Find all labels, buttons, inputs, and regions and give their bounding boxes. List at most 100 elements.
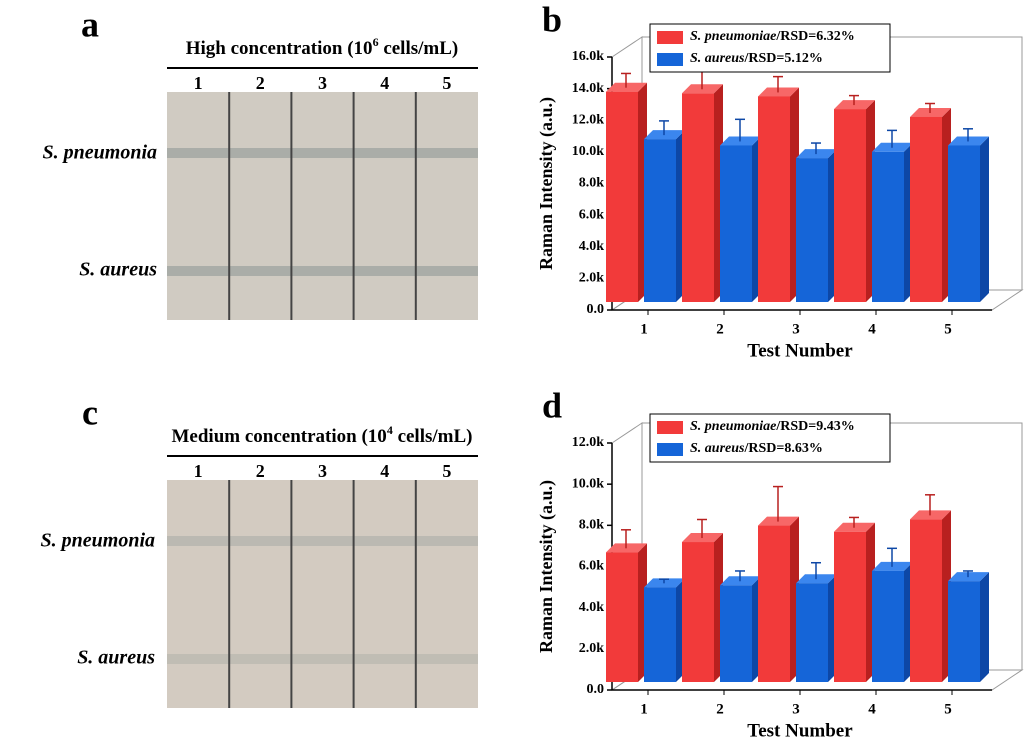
x-tick-label: 3: [792, 321, 800, 337]
legend-rsd: /RSD=6.32%: [775, 29, 854, 44]
bar: [910, 519, 942, 682]
y-tick-label: 0.0: [587, 682, 605, 697]
x-tick-label: 4: [868, 321, 876, 337]
bar: [682, 542, 714, 682]
title-part: cells/mL): [393, 426, 473, 447]
y-tick-label: 8.0k: [579, 176, 605, 191]
legend-name: S. aureus: [690, 441, 745, 456]
x-axis-title: Test Number: [747, 720, 853, 741]
legend-rsd: /RSD=8.63%: [743, 441, 822, 456]
y-tick-label: 4.0k: [579, 239, 605, 254]
panel-title: Medium concentration (104 cells/mL): [172, 423, 473, 448]
x-tick-label: 5: [944, 701, 952, 717]
bar: [682, 93, 714, 303]
row-label: S. aureus: [77, 647, 155, 669]
lane-label: 5: [442, 461, 451, 481]
x-tick-label: 1: [640, 321, 648, 337]
bar: [606, 552, 638, 682]
x-tick-label: 3: [792, 701, 800, 717]
y-tick-label: 6.0k: [579, 207, 605, 222]
legend-swatch: [657, 31, 683, 44]
bar: [948, 581, 980, 682]
lane-label: 3: [318, 461, 327, 481]
bar: [948, 145, 980, 302]
y-tick-label: 10.0k: [572, 144, 605, 159]
bar: [796, 158, 828, 302]
title-part: High concentration (10: [186, 38, 373, 59]
bar-side: [980, 136, 989, 302]
y-tick-label: 10.0k: [572, 476, 605, 491]
legend-name: S. pneumoniae: [690, 29, 776, 44]
legend-rsd: /RSD=9.43%: [775, 419, 854, 434]
y-axis-title: Raman Intensity (a.u.): [536, 97, 557, 270]
legend-label: S. aureus/RSD=5.12%: [690, 51, 823, 66]
legend-box: [649, 23, 891, 73]
bar: [758, 525, 790, 682]
y-tick-label: 8.0k: [579, 518, 605, 533]
legend-label: S. aureus/RSD=8.63%: [690, 441, 823, 456]
x-tick-label: 2: [716, 701, 724, 717]
bar: [796, 583, 828, 682]
bar: [644, 139, 676, 302]
legend-label: S. pneumoniae/RSD=9.43%: [690, 419, 855, 434]
lane-label: 2: [256, 461, 265, 481]
lane-label: 3: [318, 73, 327, 93]
y-tick-label: 0.0: [587, 302, 605, 317]
panel-letter: d: [542, 385, 562, 425]
superscript: 4: [387, 423, 393, 437]
y-tick-label: 16.0k: [572, 49, 605, 64]
test-band: [167, 654, 478, 664]
x-axis-title: Test Number: [747, 340, 853, 361]
x-tick-label: 5: [944, 321, 952, 337]
test-band: [167, 266, 478, 276]
lane-label: 1: [194, 461, 203, 481]
bar: [720, 585, 752, 682]
legend-swatch: [657, 421, 683, 434]
y-tick-label: 6.0k: [579, 559, 605, 574]
y-tick-label: 2.0k: [579, 271, 605, 286]
legend-swatch: [657, 53, 683, 66]
bar: [872, 570, 904, 682]
bar: [910, 116, 942, 303]
panel-title: High concentration (106 cells/mL): [186, 35, 459, 60]
bar: [644, 587, 676, 682]
x-tick-label: 2: [716, 321, 724, 337]
legend-label: S. pneumoniae/RSD=6.32%: [690, 29, 855, 44]
panel-letter: c: [82, 392, 98, 432]
superscript: 6: [373, 35, 379, 49]
test-band: [167, 148, 478, 158]
bar: [720, 145, 752, 302]
row-label: S. pneumonia: [43, 142, 157, 164]
lane-label: 4: [380, 461, 389, 481]
y-tick-label: 12.0k: [572, 435, 605, 450]
panel-letter: a: [81, 4, 99, 44]
bar: [834, 109, 866, 303]
bar: [872, 151, 904, 302]
test-band: [167, 536, 478, 546]
bar-side: [980, 572, 989, 682]
legend-box: [649, 413, 891, 463]
x-tick-label: 4: [868, 701, 876, 717]
row-label: S. aureus: [79, 259, 157, 281]
y-axis-title: Raman Intensity (a.u.): [536, 480, 557, 653]
bar: [758, 96, 790, 302]
lane-label: 2: [256, 73, 265, 93]
y-tick-label: 2.0k: [579, 641, 605, 656]
title-part: cells/mL): [379, 38, 459, 59]
legend-name: S. aureus: [690, 51, 745, 66]
y-tick-label: 4.0k: [579, 600, 605, 615]
x-tick-label: 1: [640, 701, 648, 717]
legend-swatch: [657, 443, 683, 456]
strip-photo: [167, 480, 478, 708]
lane-label: 1: [194, 73, 203, 93]
strip-photo: [167, 92, 478, 320]
row-label: S. pneumonia: [41, 530, 155, 552]
title-part: Medium concentration (10: [172, 426, 387, 447]
legend-rsd: /RSD=5.12%: [743, 51, 822, 66]
legend-name: S. pneumoniae: [690, 419, 776, 434]
lane-label: 5: [442, 73, 451, 93]
y-tick-label: 12.0k: [572, 112, 605, 127]
panel-letter: b: [542, 0, 562, 39]
lane-label: 4: [380, 73, 389, 93]
